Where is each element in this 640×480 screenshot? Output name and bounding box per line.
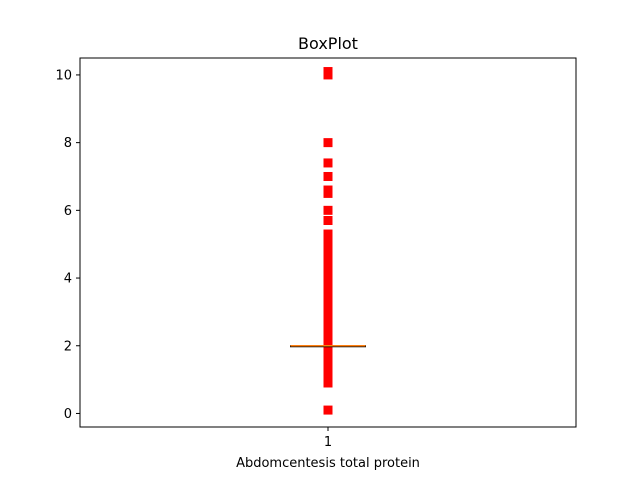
outlier-point	[323, 138, 333, 148]
y-tick-label: 10	[55, 68, 72, 83]
x-tick-label: 1	[324, 435, 332, 450]
y-tick-label: 0	[64, 407, 72, 422]
outlier-point	[323, 171, 333, 181]
outlier-point	[323, 158, 333, 168]
outlier-point	[323, 405, 333, 415]
y-tick-label: 8	[64, 136, 72, 151]
outlier-point	[323, 67, 333, 77]
plot-layer: 0 2 4 6 8 10 1	[55, 67, 366, 450]
y-tick-label: 4	[64, 272, 72, 287]
x-axis-label: Abdomcentesis total protein	[236, 456, 420, 471]
chart-title: BoxPlot	[298, 34, 358, 53]
outlier-point	[323, 205, 333, 215]
outlier-point	[323, 185, 333, 195]
outlier-point	[323, 229, 333, 239]
outlier-point	[323, 215, 333, 225]
plot-frame	[79, 57, 577, 428]
y-tick-label: 6	[64, 204, 72, 219]
y-tick-label: 2	[64, 339, 72, 354]
outlier-point	[323, 344, 333, 354]
